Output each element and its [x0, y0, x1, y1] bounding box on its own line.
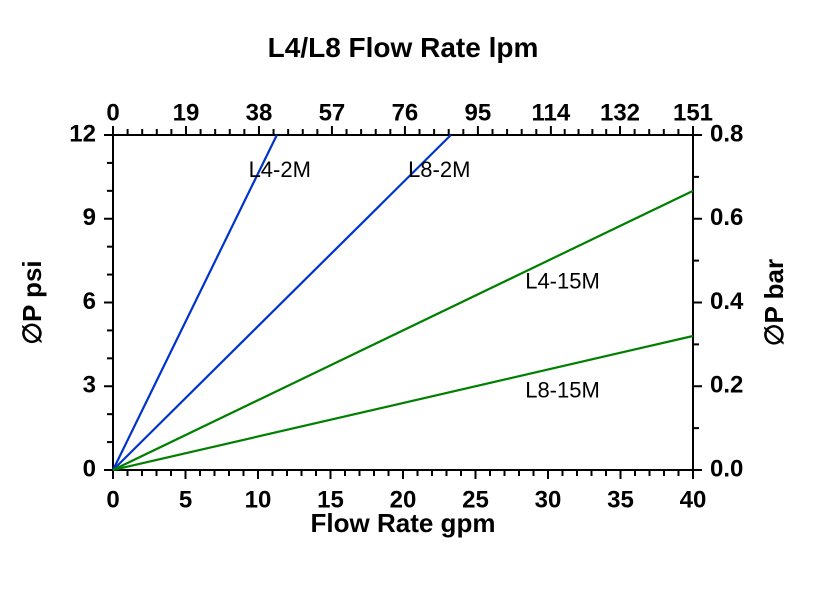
series-label-l4-2m: L4-2M [249, 157, 311, 182]
right-tick-label: 0.8 [710, 120, 743, 147]
plot-area [113, 135, 693, 470]
x-bottom-axis-title: Flow Rate gpm [311, 508, 496, 538]
series-l8-15m [113, 336, 693, 470]
series-l8-2m [113, 135, 451, 470]
left-tick-label: 6 [83, 288, 96, 315]
x-bottom-ticks: 0510152025303540 [106, 470, 706, 513]
x-top-axis-title: L4/L8 Flow Rate lpm [268, 32, 539, 63]
series-l4-2m [113, 135, 277, 470]
left-tick-label: 9 [83, 204, 96, 231]
right-tick-label: 0.6 [710, 204, 743, 231]
top-tick-label: 38 [246, 99, 273, 126]
top-tick-label: 0 [106, 99, 119, 126]
left-tick-label: 0 [83, 455, 96, 482]
left-tick-label: 12 [69, 120, 96, 147]
y-right-ticks: 0.0 0.2 0.4 0.6 0.8 [693, 120, 744, 482]
top-tick-label: 57 [319, 99, 346, 126]
bottom-tick-label: 10 [245, 486, 272, 513]
right-tick-label: 0.0 [710, 455, 743, 482]
y-left-axis-title: ∅P psi [17, 260, 47, 344]
y-right-axis-title: ∅P bar [759, 259, 789, 346]
bottom-tick-label: 35 [607, 486, 634, 513]
series-label-l8-15m: L8-15M [525, 377, 600, 402]
series-label-l8-2m: L8-2M [408, 157, 470, 182]
series-label-l4-15m: L4-15M [525, 269, 600, 294]
right-tick-label: 0.4 [710, 288, 744, 315]
top-tick-label: 114 [532, 99, 571, 126]
right-tick-label: 0.2 [710, 372, 743, 399]
top-tick-label: 95 [465, 99, 492, 126]
flow-rate-pressure-chart: 0510152025303540 01938577695114132151 03… [0, 0, 816, 602]
left-tick-label: 3 [83, 372, 96, 399]
bottom-tick-label: 30 [535, 486, 562, 513]
y-left-ticks: 0 3 6 9 12 [69, 120, 113, 482]
top-tick-label: 151 [673, 99, 713, 126]
bottom-tick-label: 0 [106, 486, 119, 513]
series-l4-15m [113, 191, 693, 470]
top-tick-label: 19 [173, 99, 200, 126]
top-tick-label: 132 [600, 99, 640, 126]
bottom-tick-label: 40 [680, 486, 707, 513]
top-tick-label: 76 [392, 99, 419, 126]
bottom-tick-label: 5 [179, 486, 192, 513]
x-top-ticks: 0 19 38 57 76 95 114 132 151 [106, 99, 713, 135]
series-lines: L4-2M L8-2M L4-15M L8-15M [113, 135, 693, 470]
